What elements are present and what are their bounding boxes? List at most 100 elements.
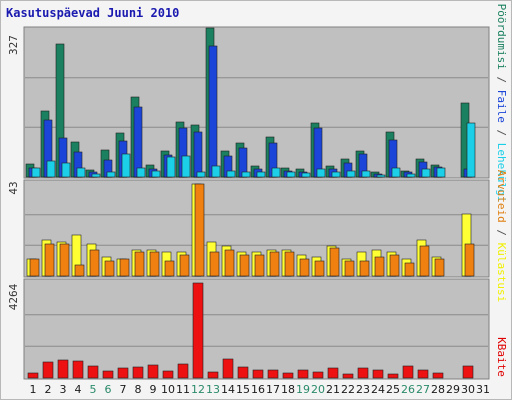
bar-arvuteid-day-7 [119,258,130,277]
bar-lehekülgi-day-25 [391,167,401,178]
bar-kbaite-day-9 [147,364,159,379]
day-label: 2 [45,383,52,396]
bar-lehekülgi-day-7 [121,153,131,178]
bar-arvuteid-day-16 [254,254,265,277]
day-label: 1 [30,383,37,396]
bar-faile-day-13 [208,45,218,178]
bar-arvuteid-day-20 [314,260,325,277]
day-label: 26 [401,383,415,396]
day-label: 19 [296,383,310,396]
bar-lehekülgi-day-26 [406,173,416,178]
bar-arvuteid-day-1 [29,258,40,277]
legend-sites: Arvuteid [495,170,508,223]
day-label: 20 [311,383,325,396]
bar-kbaite-day-19 [297,369,309,379]
bar-kbaite-day-24 [372,369,384,379]
bar-kbaite-day-7 [117,367,129,379]
bar-lehekülgi-day-10 [166,156,176,178]
bar-kbaite-day-12 [192,282,204,379]
bar-lehekülgi-day-13 [211,165,221,178]
bar-arvuteid-day-14 [224,249,235,277]
panel-top-bars [25,27,476,178]
legend-visits: Külastusi [495,243,508,303]
panel-middle-ymax: 43 [7,181,20,194]
bar-kbaite-day-27 [417,369,429,379]
bar-kbaite-day-8 [132,366,144,379]
bar-kbaite-day-26 [402,365,414,379]
day-label: 25 [386,383,400,396]
panel-top-ymax: 327 [7,35,20,55]
bar-lehekülgi-day-18 [286,171,296,178]
bar-kbaite-day-5 [87,365,99,379]
day-label: 27 [416,383,430,396]
bar-lehekülgi-day-8 [136,167,146,178]
day-label: 10 [161,383,175,396]
bar-lehekülgi-day-20 [316,168,326,178]
bar-arvuteid-day-9 [149,251,160,277]
bar-arvuteid-day-10 [164,260,175,277]
legend-separator: / [495,123,508,143]
bar-kbaite-day-15 [237,366,249,379]
legend-pages: Lehekülgi [495,143,508,203]
bar-kbaite-day-22 [342,373,354,379]
legend-hits: Pöördumisi [495,4,508,70]
panel-middle-bars [26,183,475,277]
panel-background [23,278,490,380]
day-label: 15 [236,383,250,396]
bar-kbaite-day-10 [162,370,174,379]
bar-arvuteid-day-24 [374,256,385,277]
day-label: 11 [176,383,190,396]
day-axis: 1 2 3 4 5 6 7 8 9 10 11 12 13 14 15 16 17 18 19 20 21 22 23 24 2… [30,383,491,396]
panel-top-legend: Pöördumisi / Faile / Lehekülgi [495,4,508,203]
bar-lehekülgi-day-22 [346,170,356,178]
bar-kbaite-day-23 [357,367,369,379]
chart-title: Kasutuspäevad Juuni 2010 [6,6,180,20]
bar-arvuteid-day-21 [329,247,340,277]
bar-arvuteid-day-22 [344,260,355,277]
bar-lehekülgi-day-3 [61,162,71,178]
bar-kbaite-day-4 [72,360,84,379]
panel-top-grid [25,77,488,128]
legend-separator: / [495,70,508,90]
bar-kbaite-day-16 [252,369,264,379]
panel-background [23,26,490,179]
bar-arvuteid-day-8 [134,251,145,277]
bar-arvuteid-day-25 [389,254,400,277]
bar-lehekülgi-day-30 [466,122,476,178]
day-label: 7 [120,383,127,396]
bar-lehekülgi-day-23 [361,170,371,178]
day-label: 12 [191,383,205,396]
bar-kbaite-day-11 [177,363,189,379]
bar-lehekülgi-day-17 [271,167,281,178]
day-label: 24 [371,383,385,396]
bar-kbaite-day-17 [267,369,279,379]
day-label: 22 [341,383,355,396]
bar-kbaite-day-14 [222,358,234,379]
bar-lehekülgi-day-12 [196,171,206,178]
bar-lehekülgi-day-11 [181,155,191,178]
day-label: 5 [90,383,97,396]
bar-kbaite-day-2 [42,361,54,379]
visits-sites-panel: 43 Arvuteid / Külastusi [7,170,508,302]
bar-lehekülgi-day-15 [241,171,251,178]
bar-kbaite-day-28 [432,372,444,379]
bar-arvuteid-day-2 [44,243,55,277]
bar-arvuteid-day-6 [104,260,115,277]
hits-files-pages-panel: 327 Pöördumisi / Faile / Lehekülgi [7,4,508,203]
bar-kbaite-day-30 [462,365,474,379]
day-label: 6 [105,383,112,396]
day-label: 21 [326,383,340,396]
bar-arvuteid-day-28 [434,258,445,277]
bar-arvuteid-day-27 [419,245,430,277]
legend-files: Faile [495,90,508,123]
bar-arvuteid-day-30 [464,243,475,277]
bar-kbaite-day-3 [57,359,69,379]
legend-separator: / [495,223,508,243]
bar-lehekülgi-day-19 [301,172,311,178]
panel-middle-legend: Arvuteid / Külastusi [495,170,508,302]
day-label: 16 [251,383,265,396]
bar-lehekülgi-day-2 [46,160,56,178]
day-label: 8 [135,383,142,396]
bar-kbaite-day-20 [312,371,324,379]
bar-lehekülgi-day-14 [226,170,236,178]
